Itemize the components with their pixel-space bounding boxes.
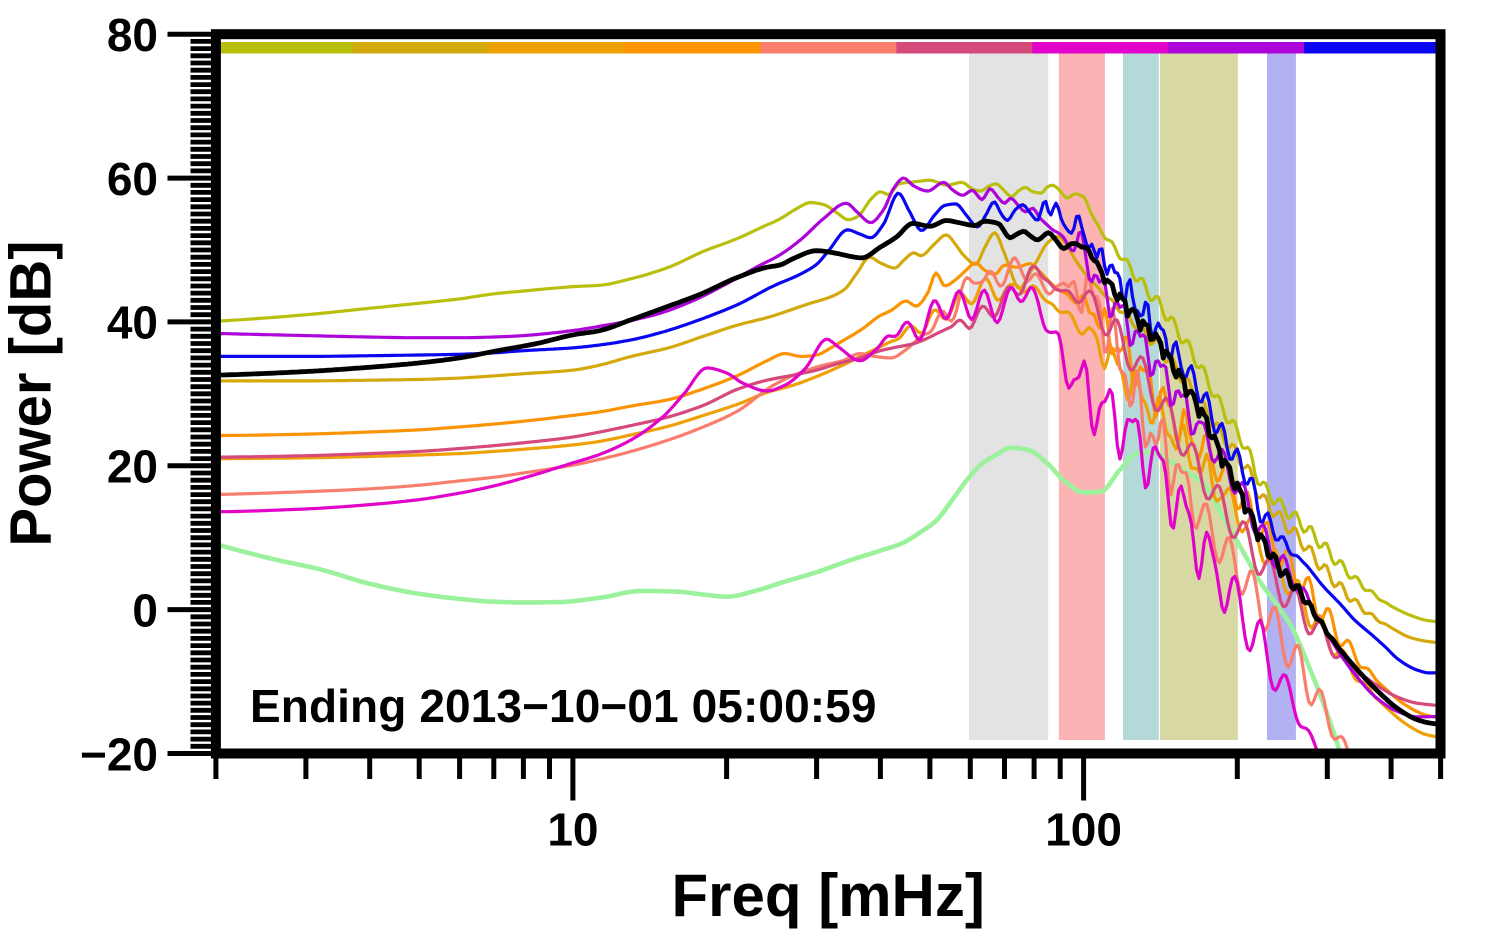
svg-text:0: 0 [132,584,158,636]
svg-text:−20: −20 [80,728,158,780]
svg-text:40: 40 [107,297,158,349]
svg-text:80: 80 [107,9,158,61]
svg-text:100: 100 [1045,804,1122,856]
svg-text:60: 60 [107,153,158,205]
svg-text:10: 10 [547,804,598,856]
svg-text:Freq [mHz]: Freq [mHz] [672,862,985,929]
svg-text:Power [dB]: Power [dB] [0,240,64,546]
svg-text:Ending 2013−10−01 05:00:59: Ending 2013−10−01 05:00:59 [250,680,877,732]
svg-text:20: 20 [107,441,158,493]
